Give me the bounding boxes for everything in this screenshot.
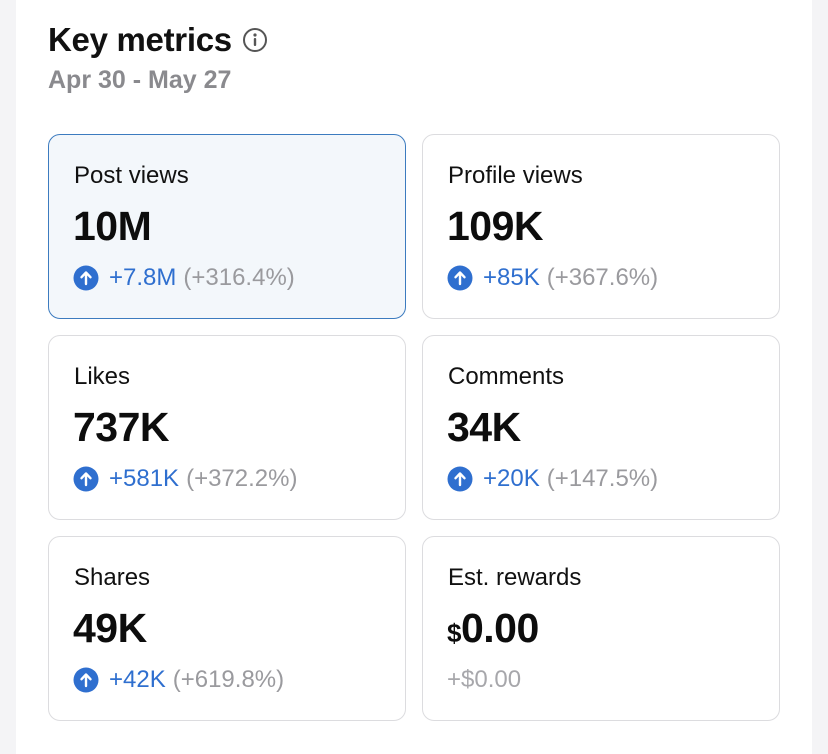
metric-delta: +42K: [109, 666, 166, 693]
title-row: Key metrics: [48, 20, 268, 60]
metric-delta: +$0.00: [447, 666, 522, 693]
metric-value: 10M: [73, 203, 152, 249]
metric-percent: (+316.4%): [183, 264, 295, 291]
metric-value: 737K: [73, 404, 170, 450]
arrow-up-circle-icon: [73, 265, 99, 291]
metric-delta: +7.8M: [109, 264, 177, 291]
metric-delta: +85K: [483, 264, 540, 291]
metric-label: Shares: [74, 564, 151, 591]
metric-card-profile-views[interactable]: Profile views 109K +85K (+367.6%): [422, 134, 780, 319]
metric-change: +581K (+372.2%): [73, 465, 297, 493]
metric-change: +85K (+367.6%): [447, 264, 658, 292]
metrics-grid: Post views 10M +7.8M (+316.4%) Profile v…: [48, 134, 780, 721]
metric-card-post-views[interactable]: Post views 10M +7.8M (+316.4%): [48, 134, 406, 319]
metric-label: Likes: [74, 363, 131, 390]
metric-label: Post views: [74, 162, 189, 189]
metric-card-est-rewards[interactable]: Est. rewards $0.00 +$0.00: [422, 536, 780, 721]
metric-change: +20K (+147.5%): [447, 465, 658, 493]
metric-value: 109K: [447, 203, 544, 249]
metric-label: Est. rewards: [448, 564, 582, 591]
arrow-up-circle-icon: [447, 466, 473, 492]
arrow-up-circle-icon: [73, 667, 99, 693]
metric-delta: +20K: [483, 465, 540, 492]
currency-symbol: $: [447, 618, 461, 648]
metric-percent: (+147.5%): [546, 465, 659, 492]
rewards-amount: 0.00: [460, 605, 539, 651]
metric-delta: +581K: [109, 465, 180, 492]
arrow-up-circle-icon: [73, 466, 99, 492]
arrow-up-circle-icon: [447, 265, 473, 291]
metric-change: +$0.00: [447, 666, 521, 694]
metric-card-comments[interactable]: Comments 34K +20K (+147.5%): [422, 335, 780, 520]
metric-change: +7.8M (+316.4%): [73, 264, 295, 292]
page-title: Key metrics: [48, 21, 232, 58]
metric-label: Comments: [448, 363, 565, 390]
metric-card-likes[interactable]: Likes 737K +581K (+372.2%): [48, 335, 406, 520]
info-icon[interactable]: [242, 27, 268, 53]
metric-percent: (+367.6%): [546, 264, 659, 291]
metric-percent: (+372.2%): [186, 465, 298, 492]
header: Key metrics Apr 30 - May 27: [48, 20, 268, 95]
date-range: Apr 30 - May 27: [48, 66, 232, 94]
key-metrics-panel: Key metrics Apr 30 - May 27 Post views 1…: [16, 0, 812, 754]
metric-label: Profile views: [448, 162, 583, 189]
metric-value: 49K: [73, 605, 147, 651]
metric-card-shares[interactable]: Shares 49K +42K (+619.8%): [48, 536, 406, 721]
metric-value: 34K: [447, 404, 521, 450]
metric-value: $0.00: [447, 605, 539, 652]
metric-change: +42K (+619.8%): [73, 666, 284, 694]
metric-percent: (+619.8%): [172, 666, 285, 693]
